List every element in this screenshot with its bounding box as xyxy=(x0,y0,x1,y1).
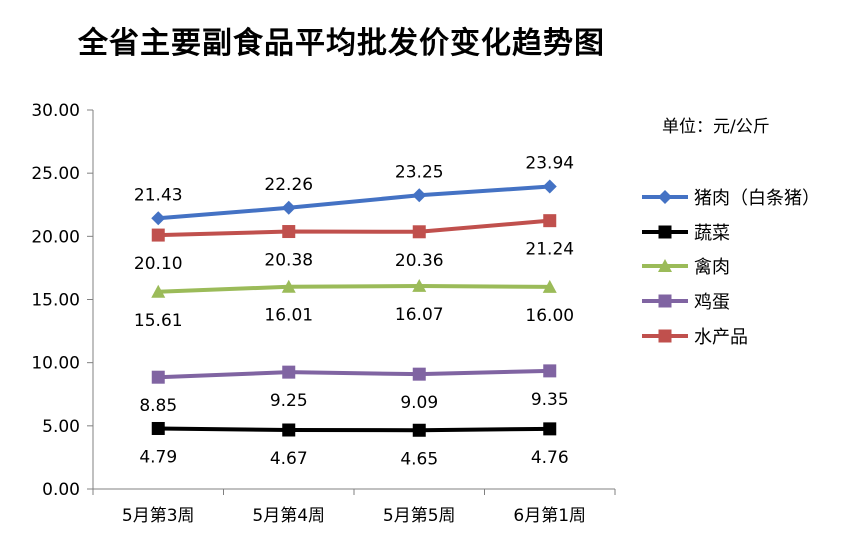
data-label: 4.76 xyxy=(531,448,569,468)
series-line xyxy=(158,368,550,380)
data-point xyxy=(151,370,165,384)
legend-label: 鸡蛋 xyxy=(694,292,730,314)
legend-swatch xyxy=(642,225,688,239)
data-label: 16.07 xyxy=(395,305,444,325)
legend-label: 水产品 xyxy=(694,326,748,348)
series-line xyxy=(158,426,550,433)
legend-swatch xyxy=(642,259,688,273)
legend-item: 猪肉（白条猪） xyxy=(640,180,820,215)
data-label: 16.00 xyxy=(525,306,574,326)
data-point xyxy=(658,259,672,273)
legend-label: 蔬菜 xyxy=(694,222,730,244)
data-point xyxy=(282,225,296,239)
x-tick-label: 5月第3周 xyxy=(122,506,195,526)
data-point xyxy=(658,225,672,239)
data-label: 20.36 xyxy=(395,251,444,271)
legend-item: 水产品 xyxy=(640,318,820,353)
data-point xyxy=(658,329,672,343)
legend-swatch xyxy=(642,190,688,205)
data-point xyxy=(412,367,426,381)
data-label: 4.67 xyxy=(270,449,308,469)
data-label: 4.79 xyxy=(139,447,177,467)
data-point xyxy=(281,200,296,215)
data-label: 9.35 xyxy=(531,390,569,410)
y-tick-label: 25.00 xyxy=(31,164,80,184)
chart-legend: 猪肉（白条猪） 蔬菜禽肉鸡蛋水产品 xyxy=(640,180,820,353)
x-tick-label: 6月第1周 xyxy=(513,506,586,526)
legend-label: 禽肉 xyxy=(694,257,730,279)
data-point xyxy=(542,279,557,293)
data-label: 21.24 xyxy=(525,240,574,260)
data-point xyxy=(412,423,426,437)
data-label: 15.61 xyxy=(134,311,183,331)
series-3: 8.85 9.25 9.09 9.35 xyxy=(139,364,569,416)
data-label: 23.25 xyxy=(395,162,444,182)
data-label: 9.09 xyxy=(400,393,438,413)
data-label: 8.85 xyxy=(139,396,177,416)
data-point xyxy=(658,190,672,205)
series-4: 20.10 20.38 20.36 21.24 xyxy=(134,214,574,274)
data-label: 4.65 xyxy=(400,449,438,469)
legend-item: 鸡蛋 xyxy=(640,284,820,319)
data-label: 16.01 xyxy=(264,306,313,326)
data-label: 20.10 xyxy=(134,254,183,274)
data-point xyxy=(543,364,557,378)
series-2: 15.61 16.01 16.07 16.00 xyxy=(134,278,574,331)
data-label: 23.94 xyxy=(525,154,574,174)
data-point xyxy=(543,422,557,436)
data-point xyxy=(282,365,296,379)
y-tick-label: 0.00 xyxy=(42,480,80,500)
legend-swatch xyxy=(642,294,688,308)
data-point xyxy=(543,214,557,228)
data-point xyxy=(281,279,296,293)
chart-axes: 0.00 5.00 10.00 15.00 20.00 25.00 30.00 5月第3周 5月… xyxy=(31,101,616,526)
data-point xyxy=(151,421,165,435)
series-line xyxy=(158,184,550,221)
data-point xyxy=(412,225,426,239)
chart-title: 全省主要副食品平均批发价变化趋势图 xyxy=(78,26,605,61)
series-1: 4.79 4.67 4.65 4.76 xyxy=(139,421,569,469)
data-point xyxy=(658,294,672,308)
data-label: 21.43 xyxy=(134,185,183,205)
y-tick-label: 15.00 xyxy=(31,291,80,311)
unit-label: 单位：元/公斤 xyxy=(662,117,770,137)
legend-label: 猪肉（白条猪） xyxy=(694,188,820,210)
chart-series: 21.43 22.26 23.25 23.94 4.79 4.67 4.65 4.76 15.6… xyxy=(134,154,574,470)
data-point xyxy=(282,423,296,437)
data-point xyxy=(151,228,165,242)
data-label: 20.38 xyxy=(264,251,313,271)
y-tick-label: 20.00 xyxy=(31,227,80,247)
data-point xyxy=(542,179,557,194)
data-label: 9.25 xyxy=(270,391,308,411)
x-tick-label: 5月第5周 xyxy=(383,506,456,526)
legend-item: 禽肉 xyxy=(640,249,820,284)
data-point xyxy=(412,188,427,203)
data-point xyxy=(412,278,427,292)
y-tick-label: 10.00 xyxy=(31,354,80,374)
data-label: 22.26 xyxy=(264,175,313,195)
series-0: 21.43 22.26 23.25 23.94 xyxy=(134,154,574,226)
y-tick-label: 30.00 xyxy=(31,101,80,121)
y-tick-label: 5.00 xyxy=(42,417,80,437)
legend-swatch xyxy=(642,329,688,343)
data-point xyxy=(151,211,166,226)
series-line xyxy=(158,283,550,294)
legend-item: 蔬菜 xyxy=(640,215,820,250)
data-point xyxy=(151,284,166,298)
x-tick-label: 5月第4周 xyxy=(252,506,325,526)
series-line xyxy=(158,218,550,238)
